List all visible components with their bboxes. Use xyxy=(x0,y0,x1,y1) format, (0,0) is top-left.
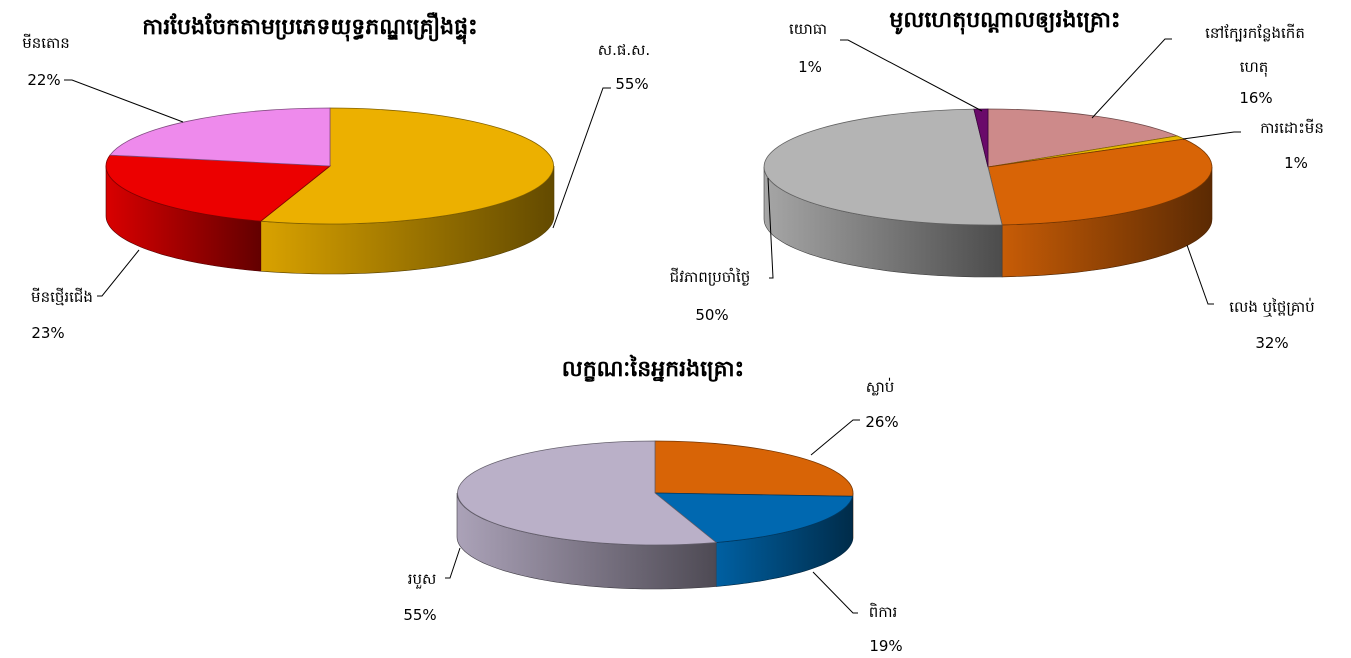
leader-lines xyxy=(64,79,611,297)
leader-line xyxy=(810,419,860,456)
slice-label: មីនថ្មើរជើង xyxy=(31,287,93,306)
pie-slice xyxy=(973,108,989,168)
pie-chart-victim-types: លក្ខណៈនៃអ្នករងគ្រោះ ស្លាប់ 26% ពិការ 19%… xyxy=(403,354,902,655)
leader-line xyxy=(1182,131,1241,140)
slice-label: របួស xyxy=(408,570,437,589)
chart-title: ការបែងចែកតាមប្រភេទយុទ្ធភណ្ឌគ្រឿងផ្ទុះ xyxy=(142,12,477,45)
leader-line xyxy=(1091,38,1172,119)
leader-line xyxy=(812,571,858,614)
pie-slice xyxy=(105,154,332,222)
pie-slice xyxy=(653,492,854,543)
slice-value: 22% xyxy=(27,71,60,89)
slice-label: ការដោះមីន xyxy=(1260,118,1324,137)
slice-label: ពិការ xyxy=(869,602,898,621)
slice-value: 55% xyxy=(615,75,648,93)
pie-slice xyxy=(987,138,1213,226)
slice-label: ស.ផ.ស. xyxy=(598,41,650,59)
pie-slice xyxy=(654,440,854,497)
leader-line xyxy=(445,547,461,579)
data-labels: នៅក្បែរកន្លែងកើត ហេតុ 16% ការដោះមីន 1% ល… xyxy=(670,20,1324,352)
leader-lines xyxy=(445,419,860,614)
pie-body xyxy=(105,107,555,275)
slice-label: ជីវភាពប្រចាំថ្ងៃ xyxy=(670,267,751,286)
slice-value: 26% xyxy=(865,413,898,431)
slice-value: 23% xyxy=(31,324,64,342)
pie-chart-accident-causes: មូលហេតុបណ្តាលឲ្យរងគ្រោះ នៅក្បែរកន្លែងកើត… xyxy=(670,8,1324,352)
pie-slice xyxy=(763,108,1003,226)
pie-slice xyxy=(259,107,554,225)
chart-title: មូលហេតុបណ្តាលឲ្យរងគ្រោះ xyxy=(889,8,1120,35)
slice-value: 16% xyxy=(1239,89,1272,107)
leader-line xyxy=(64,79,184,123)
slice-value: 50% xyxy=(695,306,728,324)
data-labels: ស.ផ.ស. 55% មីនថ្មើរជើង 23% មីនតោន 22% xyxy=(22,33,650,342)
leader-line xyxy=(552,87,611,229)
slice-value: 1% xyxy=(1284,154,1308,172)
slice-value: 32% xyxy=(1255,334,1288,352)
leader-line xyxy=(767,177,774,279)
slice-label: ស្លាប់ xyxy=(866,377,895,396)
chart-title: លក្ខណៈនៃអ្នករងគ្រោះ xyxy=(562,354,744,382)
pie-slice xyxy=(457,440,718,546)
pie-body xyxy=(456,440,854,590)
slice-value: 19% xyxy=(869,637,902,655)
leader-lines xyxy=(767,38,1241,305)
data-labels: ស្លាប់ 26% ពិការ 19% របួស 55% xyxy=(403,377,902,655)
leader-line xyxy=(97,249,140,297)
slice-label: យោធា xyxy=(789,20,827,38)
slice-label: នៅក្បែរកន្លែងកើត xyxy=(1205,23,1305,42)
slice-label: ហេតុ xyxy=(1240,58,1269,77)
pie-chart-ordnance-types: ការបែងចែកតាមប្រភេទយុទ្ធភណ្ឌគ្រឿងផ្ទុះ ស.… xyxy=(22,12,650,342)
pie-body xyxy=(763,108,1213,278)
leader-line xyxy=(840,39,983,112)
leader-line xyxy=(1186,244,1214,305)
pie-slice xyxy=(109,107,331,167)
slice-value: 55% xyxy=(403,606,436,624)
slice-value: 1% xyxy=(798,58,822,76)
slice-label: មីនតោន xyxy=(22,33,70,52)
pie-slice xyxy=(987,108,1179,168)
slice-label: លេង ឬថ្ពៃគ្រាប់ xyxy=(1229,297,1314,317)
